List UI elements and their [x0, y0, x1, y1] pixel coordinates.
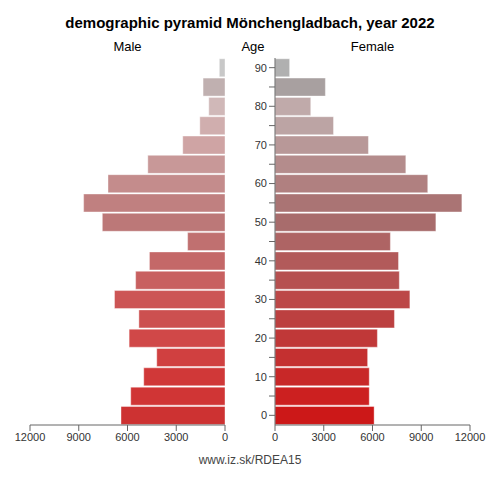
svg-text:12000: 12000	[15, 431, 46, 443]
html-text:Age: Age	[241, 39, 265, 54]
html-text:www.iz.sk/RDEA15: www.iz.sk/RDEA15	[198, 453, 302, 467]
svg-text:3000: 3000	[312, 431, 336, 443]
svg-text:0: 0	[272, 431, 278, 443]
svg-text:0: 0	[261, 409, 267, 421]
svg-text:20: 20	[255, 332, 267, 344]
svg-text:40: 40	[255, 255, 267, 267]
svg-text:9000: 9000	[409, 431, 433, 443]
svg-text:10: 10	[255, 371, 267, 383]
svg-text:80: 80	[255, 100, 267, 112]
svg-text:6000: 6000	[360, 431, 384, 443]
svg-text:0: 0	[222, 431, 228, 443]
svg-text:6000: 6000	[115, 431, 139, 443]
svg-text:3000: 3000	[164, 431, 188, 443]
html-text:Female: Female	[350, 39, 395, 54]
svg-text:50: 50	[255, 216, 267, 228]
svg-text:30: 30	[255, 293, 267, 305]
svg-text:12000: 12000	[455, 431, 486, 443]
html-text:Male: Male	[113, 39, 142, 54]
svg-text:90: 90	[255, 62, 267, 74]
svg-text:60: 60	[255, 177, 267, 189]
html-text:demographic pyramid Mönchengla: demographic pyramid Mönchengladbach, yea…	[65, 14, 435, 31]
svg-text:70: 70	[255, 139, 267, 151]
svg-text:9000: 9000	[67, 431, 91, 443]
